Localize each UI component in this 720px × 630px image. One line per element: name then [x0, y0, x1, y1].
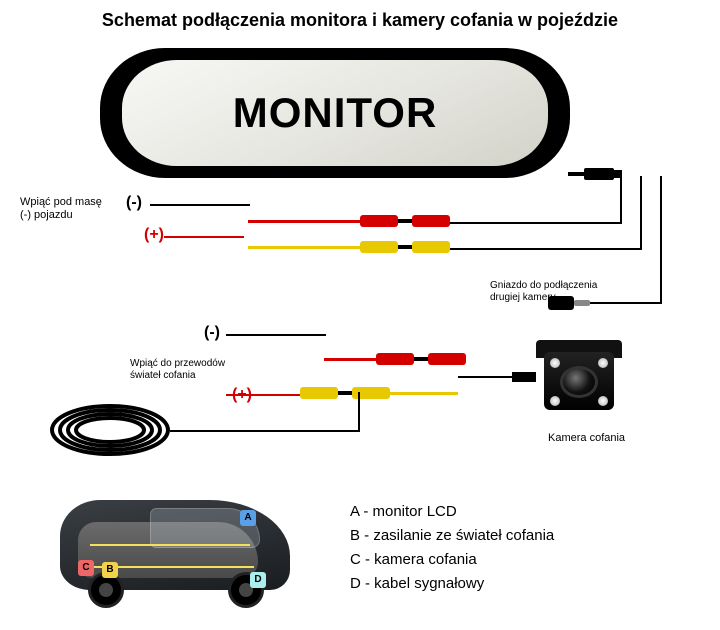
- label-spare-a: Gniazdo do podłączenia: [490, 280, 597, 292]
- wire-black-top: [150, 204, 250, 206]
- label-ground-top: Wpiąć pod masę: [20, 196, 102, 209]
- label-reverse-a: Wpiąć do przewodów: [130, 358, 225, 370]
- wire-black-bot: [226, 334, 326, 336]
- car-badge-c: C: [78, 560, 94, 576]
- camera-cable: [458, 376, 518, 378]
- wire-black: [358, 392, 360, 432]
- connector-yellow-bot-left: [300, 387, 338, 399]
- legend-item-c: C - kamera cofania: [350, 548, 554, 572]
- label-reverse-b: świateł cofania: [130, 370, 196, 382]
- polarity-plus-top: (+): [144, 226, 164, 244]
- connector-yellow-top-left: [360, 241, 398, 253]
- connector-yellow-top-right: [412, 241, 450, 253]
- wire-black: [430, 222, 622, 224]
- legend-item-d: D - kabel sygnałowy: [350, 572, 554, 596]
- diagram-title: Schemat podłączenia monitora i kamery co…: [0, 10, 720, 31]
- wire-black: [170, 430, 360, 432]
- signal-cable-coil: [45, 400, 175, 460]
- wire-black: [660, 176, 662, 302]
- polarity-minus-bot: (-): [204, 324, 220, 342]
- polarity-minus-top: (-): [126, 194, 142, 212]
- legend-item-b: B - zasilanie ze świateł cofania: [350, 524, 554, 548]
- label-ground-top-2: (-) pojazdu: [20, 209, 73, 222]
- camera-cable-joint: [512, 372, 536, 382]
- wire-black: [620, 176, 622, 222]
- wire-red-top: [164, 236, 244, 238]
- monitor-mirror: MONITOR: [100, 48, 570, 178]
- car-badge-b: B: [102, 562, 118, 578]
- car-badge-a: A: [240, 510, 256, 526]
- car-illustration: A B C D: [60, 480, 310, 610]
- wire-black: [430, 248, 642, 250]
- connector-red-bot-right: [428, 353, 466, 365]
- reversing-camera: [536, 334, 626, 424]
- legend: A - monitor LCD B - zasilanie ze świateł…: [350, 500, 554, 596]
- monitor-cable-plug: [584, 168, 614, 180]
- monitor-label: MONITOR: [233, 89, 438, 137]
- connector-red-top-right: [412, 215, 450, 227]
- wire-black: [640, 176, 642, 248]
- legend-item-a: A - monitor LCD: [350, 500, 554, 524]
- label-camera: Kamera cofania: [548, 432, 625, 445]
- car-badge-d: D: [250, 572, 266, 588]
- connector-red-bot-left: [376, 353, 414, 365]
- connector-red-top-left: [360, 215, 398, 227]
- label-spare-b: drugiej kamery: [490, 292, 556, 304]
